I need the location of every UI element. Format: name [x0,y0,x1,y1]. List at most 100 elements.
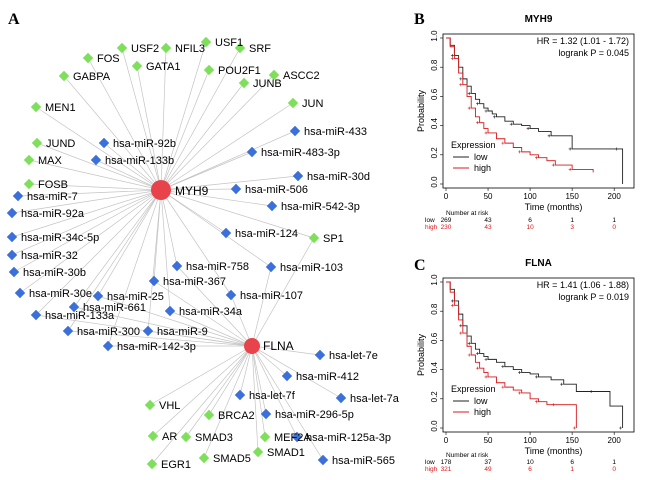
edge-egr1-flna [151,345,253,465]
legend-title: Expression [451,384,496,394]
censor-mark-low [450,299,454,303]
node-label-hsa-mir-542-3p: hsa-miR-542-3p [281,201,360,213]
tf-node-nfil3 [160,42,172,54]
y-tick-label: 0.0 [430,420,439,432]
censor-mark-low [509,122,513,126]
risk-value-low: 1 [612,217,616,224]
node-label-junb: JUNB [253,78,282,90]
edge-ar-flna [152,345,253,437]
edge-hsa-mir-133b-myh9 [95,159,162,191]
risk-table-header: Number at risk [446,210,489,217]
x-axis-title: Time (months) [525,202,583,212]
node-label-hsa-mir-32: hsa-miR-32 [21,250,78,262]
node-label-hsa-mir-30d: hsa-miR-30d [307,171,370,183]
censor-mark-low [560,382,564,386]
node-label-max: MAX [38,155,63,167]
node-label-hsa-let-7e: hsa-let-7e [329,350,378,362]
edge-hsa-mir-133a-myh9 [35,189,162,316]
censor-mark-low [484,109,488,113]
censor-mark-low [484,357,488,361]
node-label-hsa-mir-124: hsa-miR-124 [235,228,298,240]
mirna-node-hsa-mir-133b [90,154,102,166]
edge-hsa-mir-661-myh9 [73,189,162,308]
mirna-node-hsa-mir-367 [148,275,160,287]
censor-mark-high [501,385,505,389]
censor-mark-low [547,134,551,138]
node-label-hsa-mir-107: hsa-miR-107 [240,290,303,302]
risk-value-high: 10 [526,224,534,231]
node-label-hsa-mir-30b: hsa-miR-30b [23,267,86,279]
tf-node-max [23,154,35,166]
edge-men1-myh9 [35,106,162,191]
censor-mark-low [450,54,454,58]
node-label-hsa-mir-30e: hsa-miR-30e [29,288,92,300]
edge-hsa-mir-34a-flna [169,310,253,347]
edge-hsa-mir-34c-5p-myh9 [11,189,162,238]
mirna-node-hsa-mir-25 [92,290,104,302]
tf-node-vhl [144,399,156,411]
node-label-hsa-mir-7: hsa-miR-7 [27,191,78,203]
edge-gabpa-myh9 [63,75,162,191]
node-label-pou2f1: POU2F1 [218,65,261,77]
censor-mark-high [518,391,522,395]
node-label-srf: SRF [249,43,271,55]
x-tick-label: 200 [608,436,622,445]
risk-value-low: 10 [526,459,534,466]
node-label-hsa-mir-133a: hsa-miR-133a [45,310,115,322]
x-axis-title: Time (months) [525,446,583,456]
mirna-node-hsa-mir-565 [317,454,329,466]
mirna-node-hsa-mir-412 [281,370,293,382]
node-label-usf2: USF2 [131,43,159,55]
mirna-node-hsa-mir-124 [220,227,232,239]
node-label-hsa-mir-92b: hsa-miR-92b [113,138,176,150]
tf-node-usf2 [116,42,128,54]
censor-mark-low [467,91,471,95]
node-label-hsa-mir-565: hsa-miR-565 [332,455,395,467]
tf-node-brca2 [203,409,215,421]
edge-sp1-flna [251,237,315,347]
node-label-smad3: SMAD3 [195,432,233,444]
node-label-vhl: VHL [159,400,180,412]
edge-hsa-mir-433-myh9 [160,130,296,191]
censor-mark-low [526,127,530,131]
node-label-hsa-mir-758: hsa-miR-758 [186,261,249,273]
edge-jund-myh9 [36,142,162,191]
edge-hsa-mir-9-myh9 [147,189,162,332]
km-curve-low [446,37,624,184]
hub-node-myh9 [151,180,171,200]
mirna-node-hsa-mir-32 [6,249,18,261]
tf-node-smad5 [198,452,210,464]
risk-value-high: 321 [441,466,452,473]
censor-mark-high [518,150,522,154]
node-label-gata1: GATA1 [146,61,180,73]
tf-node-junb [238,77,250,89]
edge-fos-myh9 [87,57,162,191]
panel-letter-b: B [414,11,425,28]
node-label-hsa-let-7f: hsa-let-7f [249,390,296,402]
node-label-hsa-mir-412: hsa-miR-412 [296,371,359,383]
mirna-node-hsa-mir-758 [171,260,183,272]
node-label-smad1: SMAD1 [267,447,305,459]
plot-frame [442,33,635,189]
node-label-usf1: USF1 [215,37,243,49]
edge-hsa-mir-32-myh9 [11,189,162,256]
risk-table-header: Number at risk [446,452,489,459]
x-tick-label: 100 [523,436,537,445]
x-tick-label: 100 [523,192,537,201]
edge-hsa-mir-565-flna [251,345,324,461]
risk-row-label-high: high [425,466,438,473]
mirna-node-hsa-mir-107 [225,289,237,301]
node-label-hsa-mir-34a: hsa-miR-34a [179,306,243,318]
edge-hsa-mir-34a-myh9 [160,189,171,312]
panel-letter-c: C [414,257,426,274]
mirna-node-hsa-mir-300 [62,325,74,337]
edge-hsa-mir-103-myh9 [160,189,272,268]
mirna-node-hsa-mir-125a-3p [291,431,303,443]
censor-mark-high [568,167,572,171]
node-label-jund: JUND [46,138,75,150]
edge-usf1-myh9 [160,41,207,191]
network-nodes [6,36,347,470]
censor-mark-high [551,403,555,407]
edge-fosb-myh9 [28,183,162,191]
